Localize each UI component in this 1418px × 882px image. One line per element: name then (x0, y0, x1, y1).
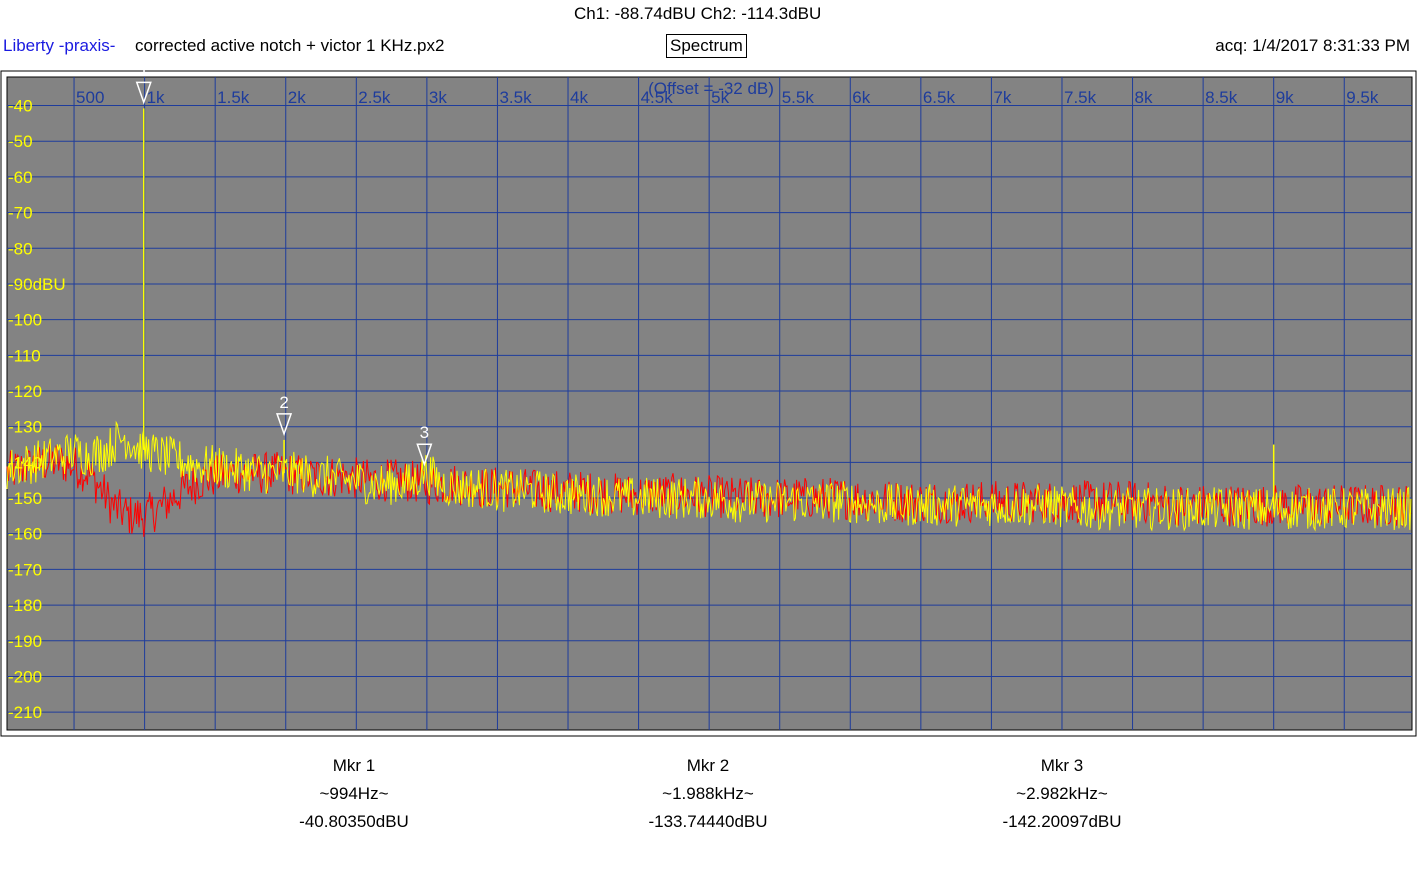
y-tick-label: -120 (8, 382, 42, 401)
x-tick-label: 9k (1276, 88, 1294, 107)
x-tick-label: 6k (852, 88, 870, 107)
marker-3-icon: 3 (416, 423, 433, 467)
app-name: Liberty -praxis- (3, 36, 116, 55)
marker-level: -142.20097dBU (1002, 812, 1122, 831)
y-tick-labels: -40 -50 -60 -70 -80 -90dBU -100 -110 -120 -130 -14… (8, 97, 66, 723)
acquisition-time: acq: 1/4/2017 8:31:33 PM (1215, 36, 1410, 55)
x-tick-label: 8k (1135, 88, 1153, 107)
x-tick-label: 1k (147, 88, 165, 107)
y-tick-label: -170 (8, 560, 42, 579)
marker-frequency: ~994Hz~ (319, 784, 389, 803)
marker-title: Mkr 1 (332, 756, 376, 775)
marker-readout-1: Mkr 1 ~994Hz~ -40.80350dBU (224, 752, 484, 836)
x-tick-label: 3k (429, 88, 447, 107)
y-tick-label: -90dBU (8, 275, 66, 294)
marker-level: -40.80350dBU (299, 812, 409, 831)
y-tick-label: -70 (8, 204, 33, 223)
x-tick-label: 9.5k (1346, 88, 1379, 107)
y-tick-label: -150 (8, 489, 42, 508)
y-tick-label: -200 (8, 667, 42, 686)
y-tick-label: -140 (8, 453, 42, 472)
x-tick-label: 4.5k (641, 88, 674, 107)
marker-label: 2 (279, 393, 288, 412)
x-tick-label: 7.5k (1064, 88, 1097, 107)
channel-readout: Ch1: -88.74dBU Ch2: -114.3dBU (574, 4, 822, 23)
x-tick-label: 5.5k (782, 88, 815, 107)
y-tick-label: -60 (8, 168, 33, 187)
marker-triangle (275, 413, 293, 437)
x-tick-label: 500 (76, 88, 104, 107)
x-tick-label: 2k (288, 88, 306, 107)
marker-label: 1 (139, 70, 148, 80)
x-tick-label: 2.5k (358, 88, 391, 107)
x-tick-label: 8.5k (1205, 88, 1238, 107)
y-tick-label: -130 (8, 418, 42, 437)
marker-triangle (416, 443, 433, 467)
marker-label: 3 (420, 423, 429, 442)
spectrum-chart[interactable]: 1 2 3 500 1k 1.5k 2k 2.5k 3k 3.5k 4k 4.5k 5k 5.5k 6k 6… (0, 70, 1418, 738)
marker-2-icon: 2 (275, 393, 293, 437)
marker-frequency: ~1.988kHz~ (662, 784, 754, 803)
y-tick-label: -40 (8, 97, 33, 116)
marker-readout-3: Mkr 3 ~2.982kHz~ -142.20097dBU (932, 752, 1192, 836)
offset-note: (Offset = -32 dB) (648, 79, 774, 98)
marker-triangle (135, 81, 152, 105)
marker-frequency: ~2.982kHz~ (1016, 784, 1108, 803)
x-tick-label: 6.5k (923, 88, 956, 107)
trace-ch1 (6, 420, 1412, 532)
y-tick-label: -80 (8, 239, 33, 258)
marker-title: Mkr 2 (686, 756, 730, 775)
y-tick-label: -180 (8, 596, 42, 615)
file-name: corrected active notch + victor 1 KHz.px… (135, 36, 445, 55)
mode-button[interactable]: Spectrum (666, 34, 747, 58)
x-tick-label: 1.5k (217, 88, 250, 107)
marker-level: -133.74440dBU (648, 812, 768, 831)
spectrum-chart-panel: 1 2 3 500 1k 1.5k 2k 2.5k 3k 3.5k 4k 4.5k 5k 5.5k 6k 6… (0, 70, 1418, 738)
x-tick-label: 3.5k (499, 88, 532, 107)
trace-markers: 1 2 3 (135, 70, 433, 467)
y-tick-label: -160 (8, 525, 42, 544)
x-tick-label: 4k (570, 88, 588, 107)
marker-1-icon: 1 (135, 70, 152, 105)
y-tick-label: -110 (8, 346, 41, 365)
y-tick-label: -210 (8, 703, 42, 722)
x-tick-label: 7k (993, 88, 1011, 107)
traces (6, 108, 1412, 537)
marker-readout-2: Mkr 2 ~1.988kHz~ -133.74440dBU (578, 752, 838, 836)
y-tick-label: -100 (8, 311, 42, 330)
trace-ch2 (6, 442, 1412, 537)
x-tick-label: 5k (711, 88, 729, 107)
y-tick-label: -50 (8, 132, 33, 151)
y-tick-label: -190 (8, 632, 42, 651)
marker-title: Mkr 3 (1040, 756, 1084, 775)
x-tick-labels: 500 1k 1.5k 2k 2.5k 3k 3.5k 4k 4.5k 5k 5.5k 6k 6.5k 7… (76, 88, 1379, 107)
